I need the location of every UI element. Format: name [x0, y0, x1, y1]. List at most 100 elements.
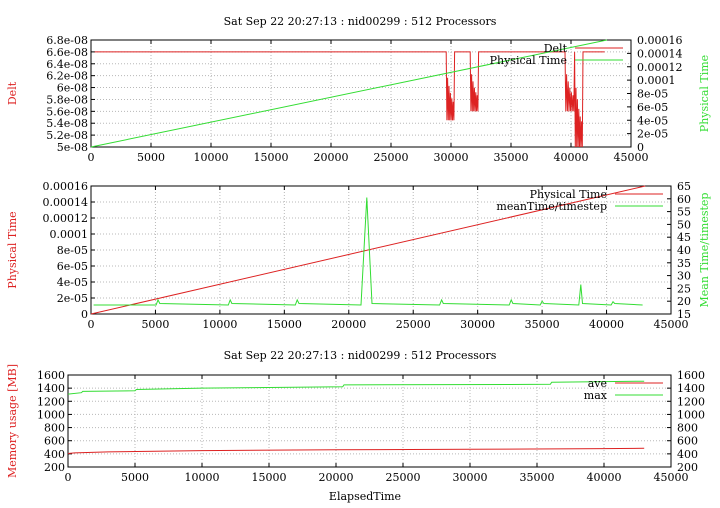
chart2-y2tick-label: 45	[677, 231, 691, 244]
chart2-xtick-label: 45000	[654, 318, 689, 331]
chart1-ytick-label: 5e-08	[57, 141, 88, 154]
chart3-xtick-label: 30000	[453, 471, 488, 484]
chart2-ylabel: Physical Time	[6, 211, 19, 288]
chart1-xtick-label: 20000	[314, 151, 349, 164]
chart2-xtick-label: 20000	[331, 318, 366, 331]
chart3-xtick-label: 45000	[654, 471, 689, 484]
chart2-y2label: Mean Time/timestep	[698, 193, 711, 308]
chart1-ylabel: Delt	[6, 81, 19, 105]
chart3-series-ave	[67, 447, 645, 454]
chart2-y2tick-label: 25	[677, 282, 691, 295]
chart2-ytick-label: 0	[81, 308, 88, 321]
chart3-frame	[67, 374, 672, 468]
chart3-legend-label-1: ave	[588, 377, 607, 390]
chart3-xtick-label: 10000	[185, 471, 220, 484]
chart3-legend-label-2: max	[584, 389, 608, 402]
chart2-ytick-label: 0.00014	[43, 196, 89, 209]
chart1-xtick-label: 25000	[374, 151, 409, 164]
chart2-xtick-label: 0	[88, 318, 95, 331]
chart3-y2tick-label: 600	[677, 435, 698, 448]
chart1-ytick-label: 6.6e-08	[46, 46, 88, 59]
chart3-xtick-label: 25000	[386, 471, 421, 484]
chart1-ytick-label: 5.2e-08	[46, 129, 88, 142]
chart2-xtick-label: 15000	[267, 318, 302, 331]
chart3-ytick-label: 600	[44, 435, 65, 448]
chart1-y2tick-label: 0.00014	[637, 47, 683, 60]
chart3-ytick-label: 1400	[37, 382, 65, 395]
chart1-y2label: Physical Time	[698, 55, 711, 132]
chart3-ytick-label: 1200	[37, 395, 65, 408]
chart2-series-meantime-timestep	[93, 197, 643, 306]
chart3-ytick-label: 200	[44, 461, 65, 474]
chart1-xtick-label: 5000	[137, 151, 165, 164]
chart1-ytick-label: 6.8e-08	[46, 34, 88, 47]
chart1-ytick-label: 6e-08	[57, 82, 88, 95]
chart2-ytick-label: 2e-05	[57, 292, 88, 305]
chart2-legend-label-2: meanTime/timestep	[496, 200, 607, 213]
chart3-xtick-label: 5000	[121, 471, 149, 484]
chart1-xtick-label: 35000	[494, 151, 529, 164]
chart1-ytick-label: 6.4e-08	[46, 58, 88, 71]
chart3-xtick-label: 0	[65, 471, 72, 484]
chart1-title: Sat Sep 22 20:27:13 : nid00299 : 512 Pro…	[224, 15, 497, 28]
chart3-y2tick-label: 1400	[677, 382, 705, 395]
chart3-xlabel: ElapsedTime	[329, 490, 401, 503]
chart1-xtick-label: 0	[88, 151, 95, 164]
chart3-y2tick-label: 1600	[677, 369, 705, 382]
chart1-ytick-label: 5.8e-08	[46, 93, 88, 106]
chart2-ytick-label: 0.00016	[43, 180, 89, 193]
chart3-y2tick-label: 1000	[677, 408, 705, 421]
chart2-xtick-label: 5000	[141, 318, 169, 331]
chart2-y2tick-label: 40	[677, 244, 691, 257]
chart1-y2tick-label: 0.0001	[637, 74, 676, 87]
chart2-y2tick-label: 65	[677, 180, 691, 193]
chart3-ytick-label: 1600	[37, 369, 65, 382]
chart1-ytick-label: 6.2e-08	[46, 70, 88, 83]
chart1-xtick-label: 40000	[554, 151, 589, 164]
chart3-y2tick-label: 1200	[677, 395, 705, 408]
chart2-ytick-label: 6e-05	[57, 260, 88, 273]
chart2-ytick-label: 4e-05	[57, 276, 88, 289]
chart2-legend-label-1: Physical Time	[530, 188, 607, 201]
chart1-y2tick-label: 0.00016	[637, 34, 683, 47]
chart3-ytick-label: 800	[44, 422, 65, 435]
chart2-ytick-label: 0.0001	[50, 228, 89, 241]
chart3-ylabel: Memory usage [MB]	[6, 364, 19, 478]
chart1-legend-label-2: Physical Time	[490, 54, 567, 67]
chart2-plot	[90, 185, 672, 315]
chart1-xtick-label: 30000	[434, 151, 469, 164]
chart1-y2tick-label: 0.00012	[637, 61, 683, 74]
chart2-ytick-label: 0.00012	[43, 212, 89, 225]
chart2-y2tick-label: 50	[677, 218, 691, 231]
chart2-xtick-label: 35000	[525, 318, 560, 331]
chart2-y2tick-label: 60	[677, 193, 691, 206]
chart1-xtick-label: 15000	[254, 151, 289, 164]
chart1-xtick-label: 45000	[614, 151, 649, 164]
chart2-y2tick-label: 20	[677, 295, 691, 308]
chart3-xtick-label: 35000	[520, 471, 555, 484]
chart3-xtick-label: 20000	[319, 471, 354, 484]
chart2-xtick-label: 40000	[589, 318, 624, 331]
chart1-xtick-label: 10000	[194, 151, 229, 164]
chart3-ytick-label: 1000	[37, 408, 65, 421]
chart2-xtick-label: 10000	[202, 318, 237, 331]
chart3-y2tick-label: 200	[677, 461, 698, 474]
chart3-title: Sat Sep 22 20:27:13 : nid00299 : 512 Pro…	[224, 349, 497, 362]
chart1-series-physical-time	[90, 39, 608, 148]
chart1-y2tick-label: 8e-05	[637, 88, 668, 101]
chart1-plot	[90, 39, 632, 148]
chart3-plot	[67, 374, 672, 468]
chart2-series-physical-time	[90, 185, 646, 315]
chart3-y2tick-label: 400	[677, 448, 698, 461]
chart2-y2tick-label: 35	[677, 257, 691, 270]
chart2-xtick-label: 25000	[396, 318, 431, 331]
chart1-legend-label-1: Delt	[544, 42, 568, 55]
chart2-y2tick-label: 55	[677, 206, 691, 219]
chart2-y2tick-label: 15	[677, 308, 691, 321]
chart3-ytick-label: 400	[44, 448, 65, 461]
chart3-xtick-label: 40000	[587, 471, 622, 484]
chart1-ytick-label: 5.4e-08	[46, 117, 88, 130]
chart1-ytick-label: 5.6e-08	[46, 105, 88, 118]
